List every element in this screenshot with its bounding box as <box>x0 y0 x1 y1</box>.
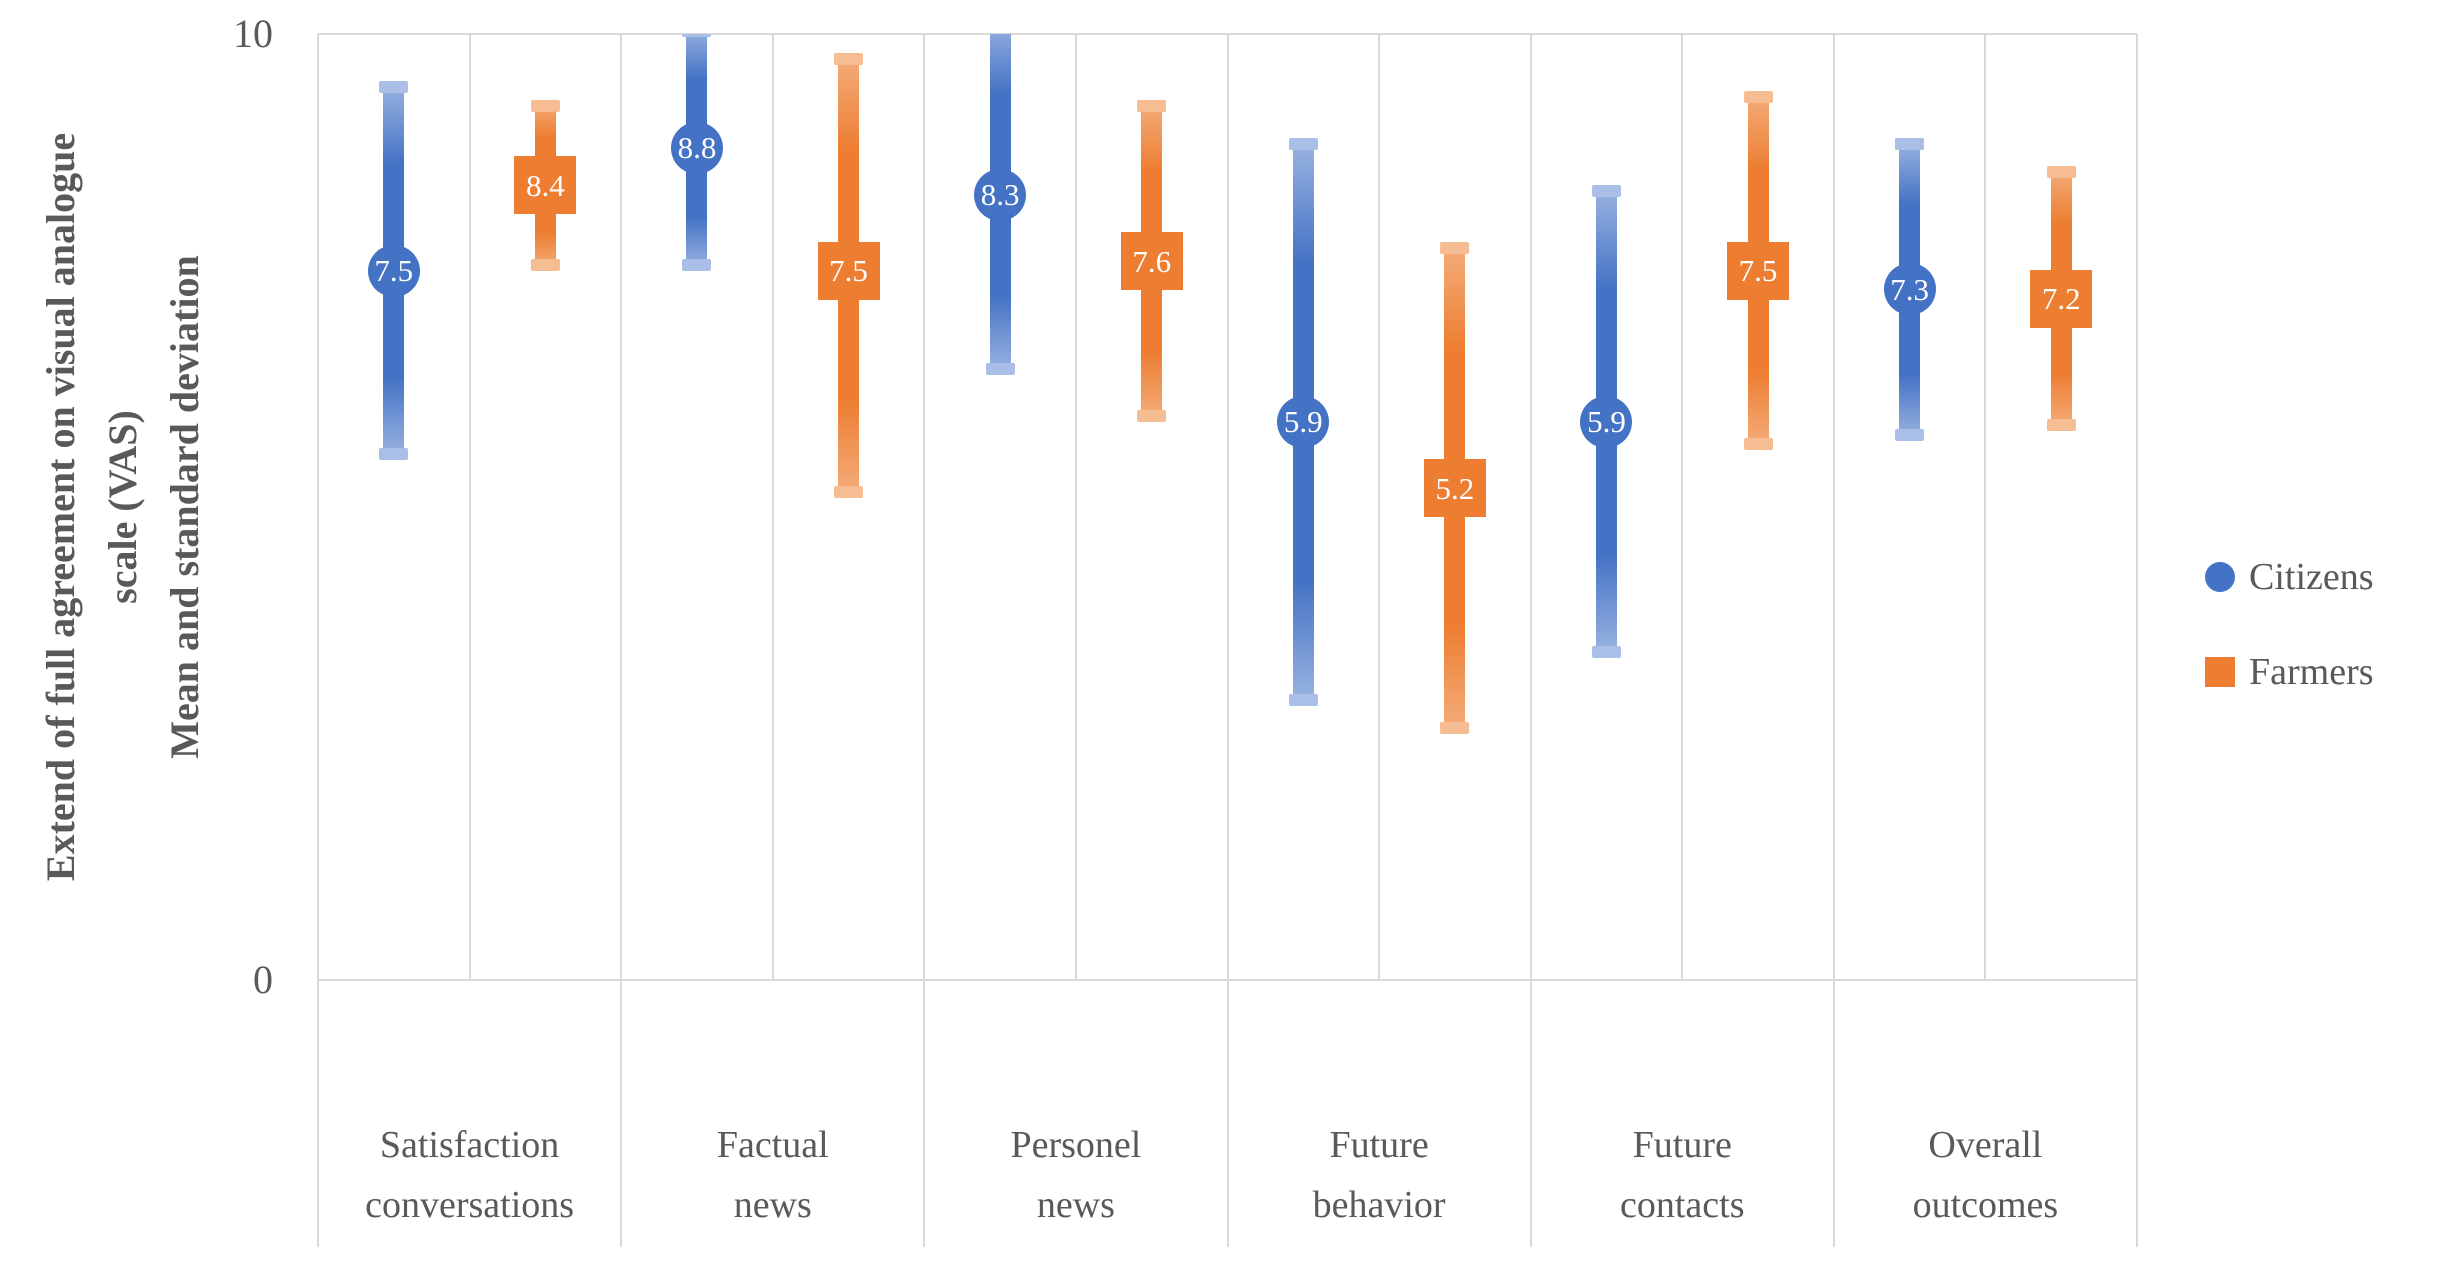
category-label-line: outcomes <box>1912 1184 2059 1226</box>
category-boundary-line <box>1226 34 1229 1247</box>
plot-area: 7.5 8.8 8.3 5.9 5.9 7.3 8.4 7.5 7.6 5.2 7.5 7.2 <box>318 34 2137 980</box>
y-tick-label-0: 0 <box>253 957 273 1002</box>
category-boundary-line <box>2136 34 2138 1247</box>
category-label-line: conversations <box>365 1184 575 1226</box>
citizens-error-bar-cap <box>379 81 409 94</box>
legend-item-farmers: Farmers <box>2205 642 2374 702</box>
category-boundary-line <box>1832 34 1835 1247</box>
category-boundary-line <box>620 34 623 1247</box>
category-boundary-line <box>1529 34 1532 1247</box>
data-point-value-label: 7.3 <box>1890 271 1929 307</box>
legend-item-citizens: Citizens <box>2205 547 2374 607</box>
citizens-error-bar-cap <box>1895 428 1925 441</box>
legend-label-citizens: Citizens <box>2249 556 2374 598</box>
citizens-data-point: 8.3 <box>974 168 1027 221</box>
citizens-error-bar-cap <box>379 447 409 460</box>
citizens-error-bar-cap <box>1591 646 1621 659</box>
y-axis-title: Extend of full agreement on visual analo… <box>30 34 220 980</box>
category-label: Future contacts <box>1530 1115 1834 1235</box>
category-label: Overall outcomes <box>1833 1115 2137 1235</box>
data-point-value-label: 5.9 <box>1283 404 1323 440</box>
category-label-line: Factual <box>716 1124 829 1166</box>
series-separator-line <box>1984 34 1987 980</box>
citizens-error-bar-cap <box>1288 138 1318 151</box>
y-axis-title-line-3: Mean and standard deviation <box>162 255 207 759</box>
farmers-error-bar-cap <box>1137 100 1167 113</box>
farmers-legend-marker-icon <box>2205 657 2235 687</box>
series-separator-line <box>1681 34 1684 980</box>
farmers-data-point: 5.2 <box>1423 459 1486 518</box>
category-label-line: behavior <box>1312 1184 1446 1226</box>
farmers-error-bar-cap <box>1743 438 1773 451</box>
data-point-value-label: 7.2 <box>2041 281 2081 317</box>
farmers-error-bar-cap <box>530 258 560 271</box>
data-point-value-label: 5.9 <box>1587 404 1626 440</box>
citizens-data-point: 8.8 <box>670 121 723 174</box>
category-label: Personel news <box>924 1115 1228 1235</box>
citizens-error-bar-cap <box>682 258 712 271</box>
data-point-value-label: 8.4 <box>526 167 565 203</box>
citizens-data-point: 5.9 <box>1580 395 1633 448</box>
category-label-line: contacts <box>1619 1184 1745 1226</box>
citizens-error-bar-cap <box>985 362 1015 375</box>
category-label: Future behavior <box>1227 1115 1531 1235</box>
citizens-error-bar-cap <box>1591 185 1621 198</box>
citizens-data-point: 7.5 <box>367 244 420 297</box>
category-label-line: Overall <box>1928 1124 2043 1166</box>
data-point-value-label: 7.5 <box>374 253 414 288</box>
farmers-error-bar-cap <box>834 52 864 65</box>
farmers-data-point: 7.5 <box>1727 241 1790 300</box>
data-point-value-label: 7.6 <box>1132 243 1172 279</box>
data-point-value-label: 7.5 <box>1738 253 1778 288</box>
y-axis-title-line-2: scale (VAS) <box>100 410 145 604</box>
farmers-error-bar-cap <box>1137 409 1167 422</box>
category-boundary-line <box>317 34 319 1247</box>
category-label-line: Personel <box>1010 1124 1142 1166</box>
series-separator-line <box>468 34 471 980</box>
farmers-error-bar-cap <box>2046 166 2076 179</box>
category-label: Factual news <box>621 1115 925 1235</box>
category-label-line: Future <box>1329 1124 1429 1166</box>
category-label: Satisfaction conversations <box>318 1115 622 1235</box>
plot-top-border <box>318 33 2137 35</box>
category-label-line: Future <box>1632 1124 1732 1166</box>
data-point-value-label: 8.8 <box>677 130 717 166</box>
citizens-error-bar-cap <box>1895 138 1925 151</box>
citizens-error-bar-cap <box>682 34 712 37</box>
farmers-error-bar-cap <box>530 100 560 113</box>
farmers-data-point: 7.2 <box>2030 269 2093 328</box>
farmers-data-point: 7.5 <box>817 241 880 300</box>
data-point-value-label: 7.5 <box>829 253 868 288</box>
citizens-data-point: 7.3 <box>1883 263 1936 316</box>
category-label-line: news <box>733 1184 812 1226</box>
category-label-line: news <box>1036 1184 1115 1226</box>
citizens-error-bar-cap <box>1288 693 1318 706</box>
category-boundary-line <box>923 34 926 1247</box>
citizens-legend-marker-icon <box>2205 562 2235 592</box>
series-separator-line <box>1378 34 1381 980</box>
series-separator-line <box>771 34 774 980</box>
y-tick-label-10: 10 <box>233 11 273 56</box>
legend-label-farmers: Farmers <box>2249 651 2374 693</box>
farmers-data-point: 8.4 <box>514 156 577 215</box>
farmers-error-bar-cap <box>2046 419 2076 432</box>
citizens-data-point: 5.9 <box>1277 395 1330 448</box>
farmers-data-point: 7.6 <box>1120 232 1183 291</box>
farmers-error-bar-cap <box>1743 90 1773 103</box>
series-separator-line <box>1074 34 1077 980</box>
data-point-value-label: 8.3 <box>980 177 1020 213</box>
category-label-line: Satisfaction <box>379 1124 560 1166</box>
y-axis-title-line-1: Extend of full agreement on visual analo… <box>38 132 83 882</box>
data-point-value-label: 5.2 <box>1435 470 1475 506</box>
farmers-error-bar-cap <box>1440 242 1470 255</box>
x-axis-line <box>318 979 2137 981</box>
farmers-error-bar-cap <box>834 485 864 498</box>
farmers-error-bar-cap <box>1440 722 1470 735</box>
